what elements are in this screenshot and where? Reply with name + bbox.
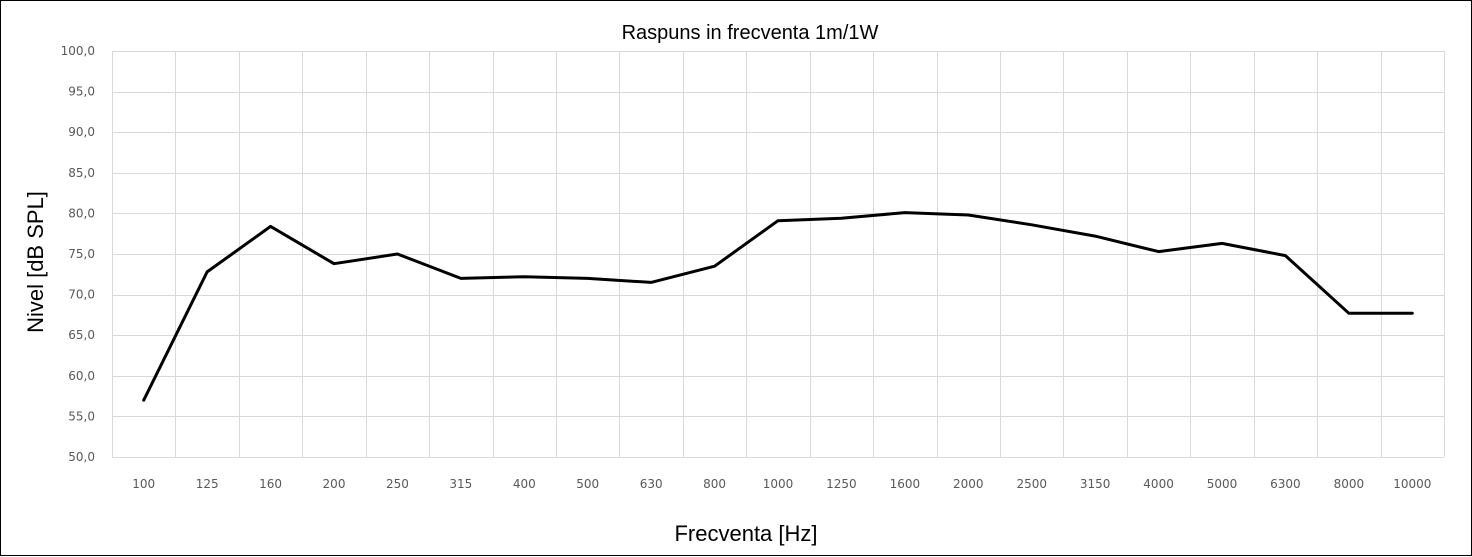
y-tick-label: 70,0 xyxy=(68,288,95,302)
x-tick-label: 800 xyxy=(703,477,726,491)
y-tick-label: 80,0 xyxy=(68,206,95,220)
y-tick-label: 85,0 xyxy=(68,166,95,180)
x-tick-label: 1000 xyxy=(763,477,794,491)
x-tick-label: 1600 xyxy=(890,477,921,491)
grid xyxy=(112,51,1445,458)
x-tick-label: 200 xyxy=(323,477,346,491)
x-tick-label: 6300 xyxy=(1270,477,1301,491)
x-tick-label: 2000 xyxy=(953,477,984,491)
x-tick-label: 630 xyxy=(640,477,663,491)
x-tick-label: 5000 xyxy=(1207,477,1238,491)
x-tick-label: 2500 xyxy=(1016,477,1047,491)
x-axis-title: Frecventa [Hz] xyxy=(674,521,817,546)
x-tick-label: 100 xyxy=(132,477,155,491)
x-tick-label: 1250 xyxy=(826,477,857,491)
x-axis-tick-labels: 100 125 160 200 250 315 400 500 630 800 1000 1250 16… xyxy=(132,477,1431,491)
x-tick-label: 125 xyxy=(196,477,219,491)
x-tick-label: 160 xyxy=(259,477,282,491)
x-tick-label: 4000 xyxy=(1143,477,1174,491)
x-tick-label: 10000 xyxy=(1393,477,1431,491)
y-tick-label: 95,0 xyxy=(68,85,95,99)
y-tick-label: 75,0 xyxy=(68,247,95,261)
x-tick-label: 3150 xyxy=(1080,477,1111,491)
y-tick-label: 50,0 xyxy=(68,450,95,464)
y-tick-label: 55,0 xyxy=(68,409,95,423)
y-tick-label: 100,0 xyxy=(61,44,95,58)
y-axis-tick-labels: 50,0 55,0 60,0 65,0 70,0 75,0 80,0 85,0 90,0 95,0… xyxy=(61,44,95,464)
series-line xyxy=(142,211,1414,402)
x-tick-label: 8000 xyxy=(1334,477,1365,491)
y-axis-title: Nivel [dB SPL] xyxy=(23,191,48,333)
x-tick-label: 500 xyxy=(576,477,599,491)
chart-title: Raspuns in frecventa 1m/1W xyxy=(622,22,879,44)
y-tick-label: 65,0 xyxy=(68,328,95,342)
y-tick-label: 60,0 xyxy=(68,369,95,383)
y-tick-label: 90,0 xyxy=(68,125,95,139)
x-tick-label: 250 xyxy=(386,477,409,491)
x-tick-label: 315 xyxy=(449,477,472,491)
series-layer xyxy=(142,211,1414,402)
x-tick-label: 400 xyxy=(513,477,536,491)
